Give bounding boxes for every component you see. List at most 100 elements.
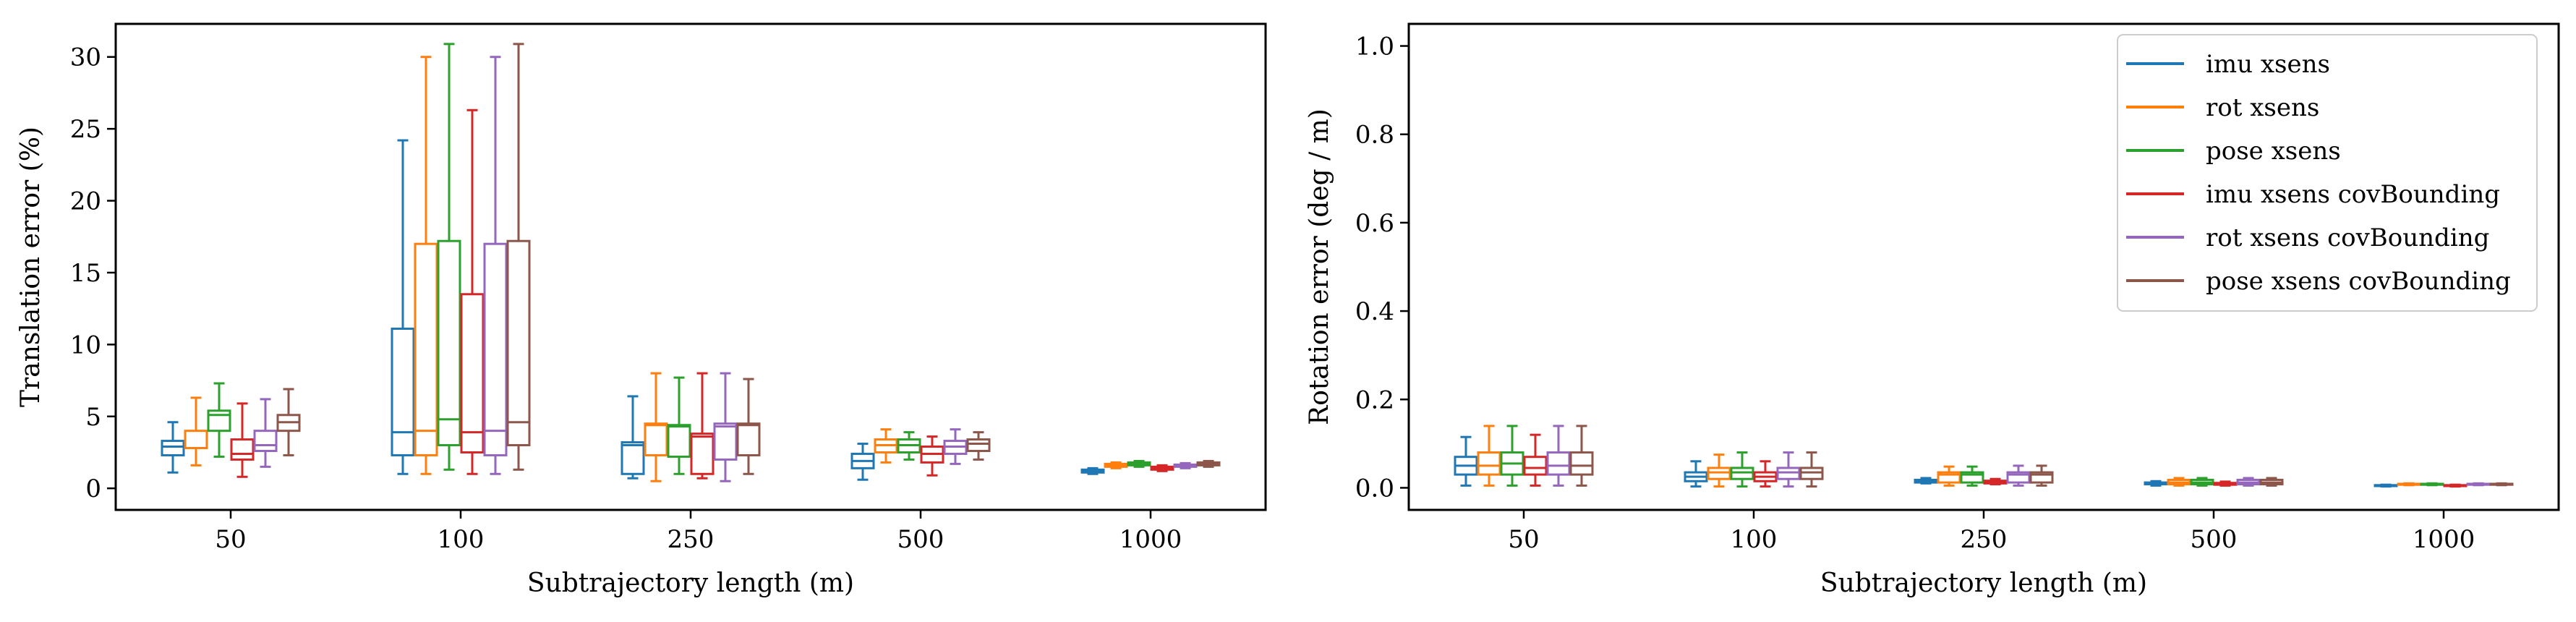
box-imu-xsens-50: [161, 421, 185, 474]
box-rot-xsens-1000: [1104, 461, 1128, 469]
y-tick-label: 0: [85, 474, 101, 503]
y-tick-label: 0.6: [1355, 209, 1394, 238]
legend-item: imu xsens covBounding: [2126, 180, 2500, 209]
iqr-box: [1707, 466, 1731, 480]
iqr-box: [667, 424, 691, 458]
box-rot-xsens-50: [1477, 425, 1501, 487]
box-rot-xsens-covBounding-100: [483, 56, 508, 475]
legend-item: rot xsens: [2126, 93, 2319, 122]
y-axis-label: Rotation error (deg / m): [1305, 108, 1334, 425]
box-rot-xsens-covBounding-250: [713, 372, 738, 482]
y-tick-label: 0.8: [1355, 121, 1394, 150]
legend-label: rot xsens covBounding: [2206, 223, 2489, 252]
legend-item: rot xsens covBounding: [2126, 223, 2489, 252]
iqr-box: [1730, 466, 1754, 480]
box-imu-xsens-1000: [2374, 483, 2398, 488]
x-tick-label: 250: [1961, 525, 2008, 554]
legend-label: imu xsens covBounding: [2206, 180, 2500, 209]
box-rot-xsens-covBounding-500: [943, 428, 968, 465]
box-rot-xsens-50: [184, 396, 208, 466]
rotation-error-chart: 0.0 0.2 0.4 0.6 0.8 1.0 50 100 250 500 1000 Subtr…: [1305, 22, 2560, 598]
box-imu-xsens-covBounding-500: [2213, 480, 2238, 487]
box-imu-xsens-1000: [1080, 466, 1105, 475]
iqr-box: [690, 433, 715, 475]
x-tick-label: 500: [897, 525, 944, 554]
iqr-box: [230, 438, 255, 461]
iqr-box: [483, 242, 508, 456]
box-pose-xsens-50: [1500, 425, 1524, 487]
y-tick-label: 25: [70, 115, 101, 144]
legend-frame: [2117, 34, 2538, 312]
box-imu-xsens-covBounding-250: [690, 372, 715, 480]
box-rot-xsens-covBounding-50: [1546, 425, 1571, 487]
box-imu-xsens-covBounding-500: [920, 435, 944, 477]
legend: imu xsens rot xsens pose xsens imu xsens co…: [2117, 34, 2538, 312]
iqr-box: [1546, 451, 1571, 476]
iqr-box: [736, 422, 761, 456]
box-pose-xsens-covBounding-50: [1569, 425, 1594, 487]
iqr-box: [1776, 466, 1801, 480]
box-rot-xsens-250: [644, 372, 668, 482]
iqr-box: [620, 441, 645, 475]
iqr-box: [644, 422, 668, 456]
box-imu-xsens-100: [391, 139, 415, 475]
box-imu-xsens-covBounding-1000: [2443, 483, 2468, 488]
box-rot-xsens-500: [2167, 477, 2191, 487]
box-pose-xsens-250: [1960, 465, 1984, 487]
box-imu-xsens-250: [1914, 477, 1938, 485]
iqr-box: [460, 293, 485, 453]
legend-label: pose xsens: [2206, 137, 2341, 166]
legend-label: pose xsens covBounding: [2206, 267, 2511, 296]
x-tick-label: 50: [1508, 525, 1539, 554]
y-tick-label: 20: [70, 187, 101, 216]
iqr-box: [161, 440, 185, 456]
iqr-box: [437, 239, 461, 447]
y-tick-label: 1.0: [1355, 33, 1394, 61]
iqr-box: [713, 422, 738, 461]
iqr-box: [966, 438, 991, 452]
legend-item: imu xsens: [2126, 50, 2330, 79]
box-pose-xsens-covBounding-1000: [1196, 459, 1221, 468]
x-tick-label: 500: [2191, 525, 2238, 554]
iqr-box: [506, 239, 531, 447]
iqr-box: [391, 327, 415, 456]
box-imu-xsens-500: [2144, 480, 2168, 487]
x-tick-label: 250: [668, 525, 715, 554]
legend-item: pose xsens: [2126, 137, 2341, 166]
box-pose-xsens-covBounding-500: [2259, 477, 2284, 487]
box-pose-xsens-500: [2190, 477, 2214, 487]
box-rot-xsens-250: [1937, 465, 1961, 487]
box-pose-xsens-1000: [1127, 459, 1151, 468]
y-tick-label: 0.0: [1355, 474, 1394, 503]
y-tick-label: 5: [85, 403, 101, 432]
legend-label: imu xsens: [2206, 50, 2330, 79]
iqr-box: [1569, 451, 1594, 476]
box-pose-xsens-covBounding-100: [506, 43, 531, 471]
y-tick-label: 15: [70, 259, 101, 288]
iqr-box: [1937, 471, 1961, 484]
box-imu-xsens-covBounding-100: [1753, 460, 1778, 488]
box-pose-xsens-covBounding-1000: [2489, 482, 2514, 487]
y-axis-label: Translation error (%): [16, 127, 46, 407]
iqr-box: [207, 409, 231, 433]
box-rot-xsens-covBounding-500: [2236, 477, 2261, 487]
box-pose-xsens-covBounding-100: [1799, 451, 1824, 488]
iqr-box: [2029, 471, 2054, 484]
x-axis-label: Subtrajectory length (m): [527, 568, 854, 598]
y-tick-label: 0.2: [1355, 385, 1394, 414]
iqr-box: [1799, 466, 1824, 480]
box-pose-xsens-100: [437, 43, 461, 471]
iqr-box: [2006, 471, 2031, 484]
iqr-box: [1523, 456, 1548, 476]
box-pose-xsens-1000: [2420, 482, 2444, 487]
box-imu-xsens-covBounding-50: [230, 402, 255, 478]
x-axis-label: Subtrajectory length (m): [1820, 568, 2147, 598]
box-pose-xsens-500: [897, 431, 921, 461]
box-rot-xsens-500: [874, 428, 898, 464]
box-rot-xsens-covBounding-50: [253, 398, 278, 468]
box-imu-xsens-100: [1684, 460, 1708, 488]
box-rot-xsens-covBounding-1000: [2466, 482, 2491, 487]
box-imu-xsens-covBounding-50: [1523, 433, 1548, 487]
box-pose-xsens-covBounding-50: [276, 388, 301, 456]
box-imu-xsens-500: [850, 443, 875, 481]
